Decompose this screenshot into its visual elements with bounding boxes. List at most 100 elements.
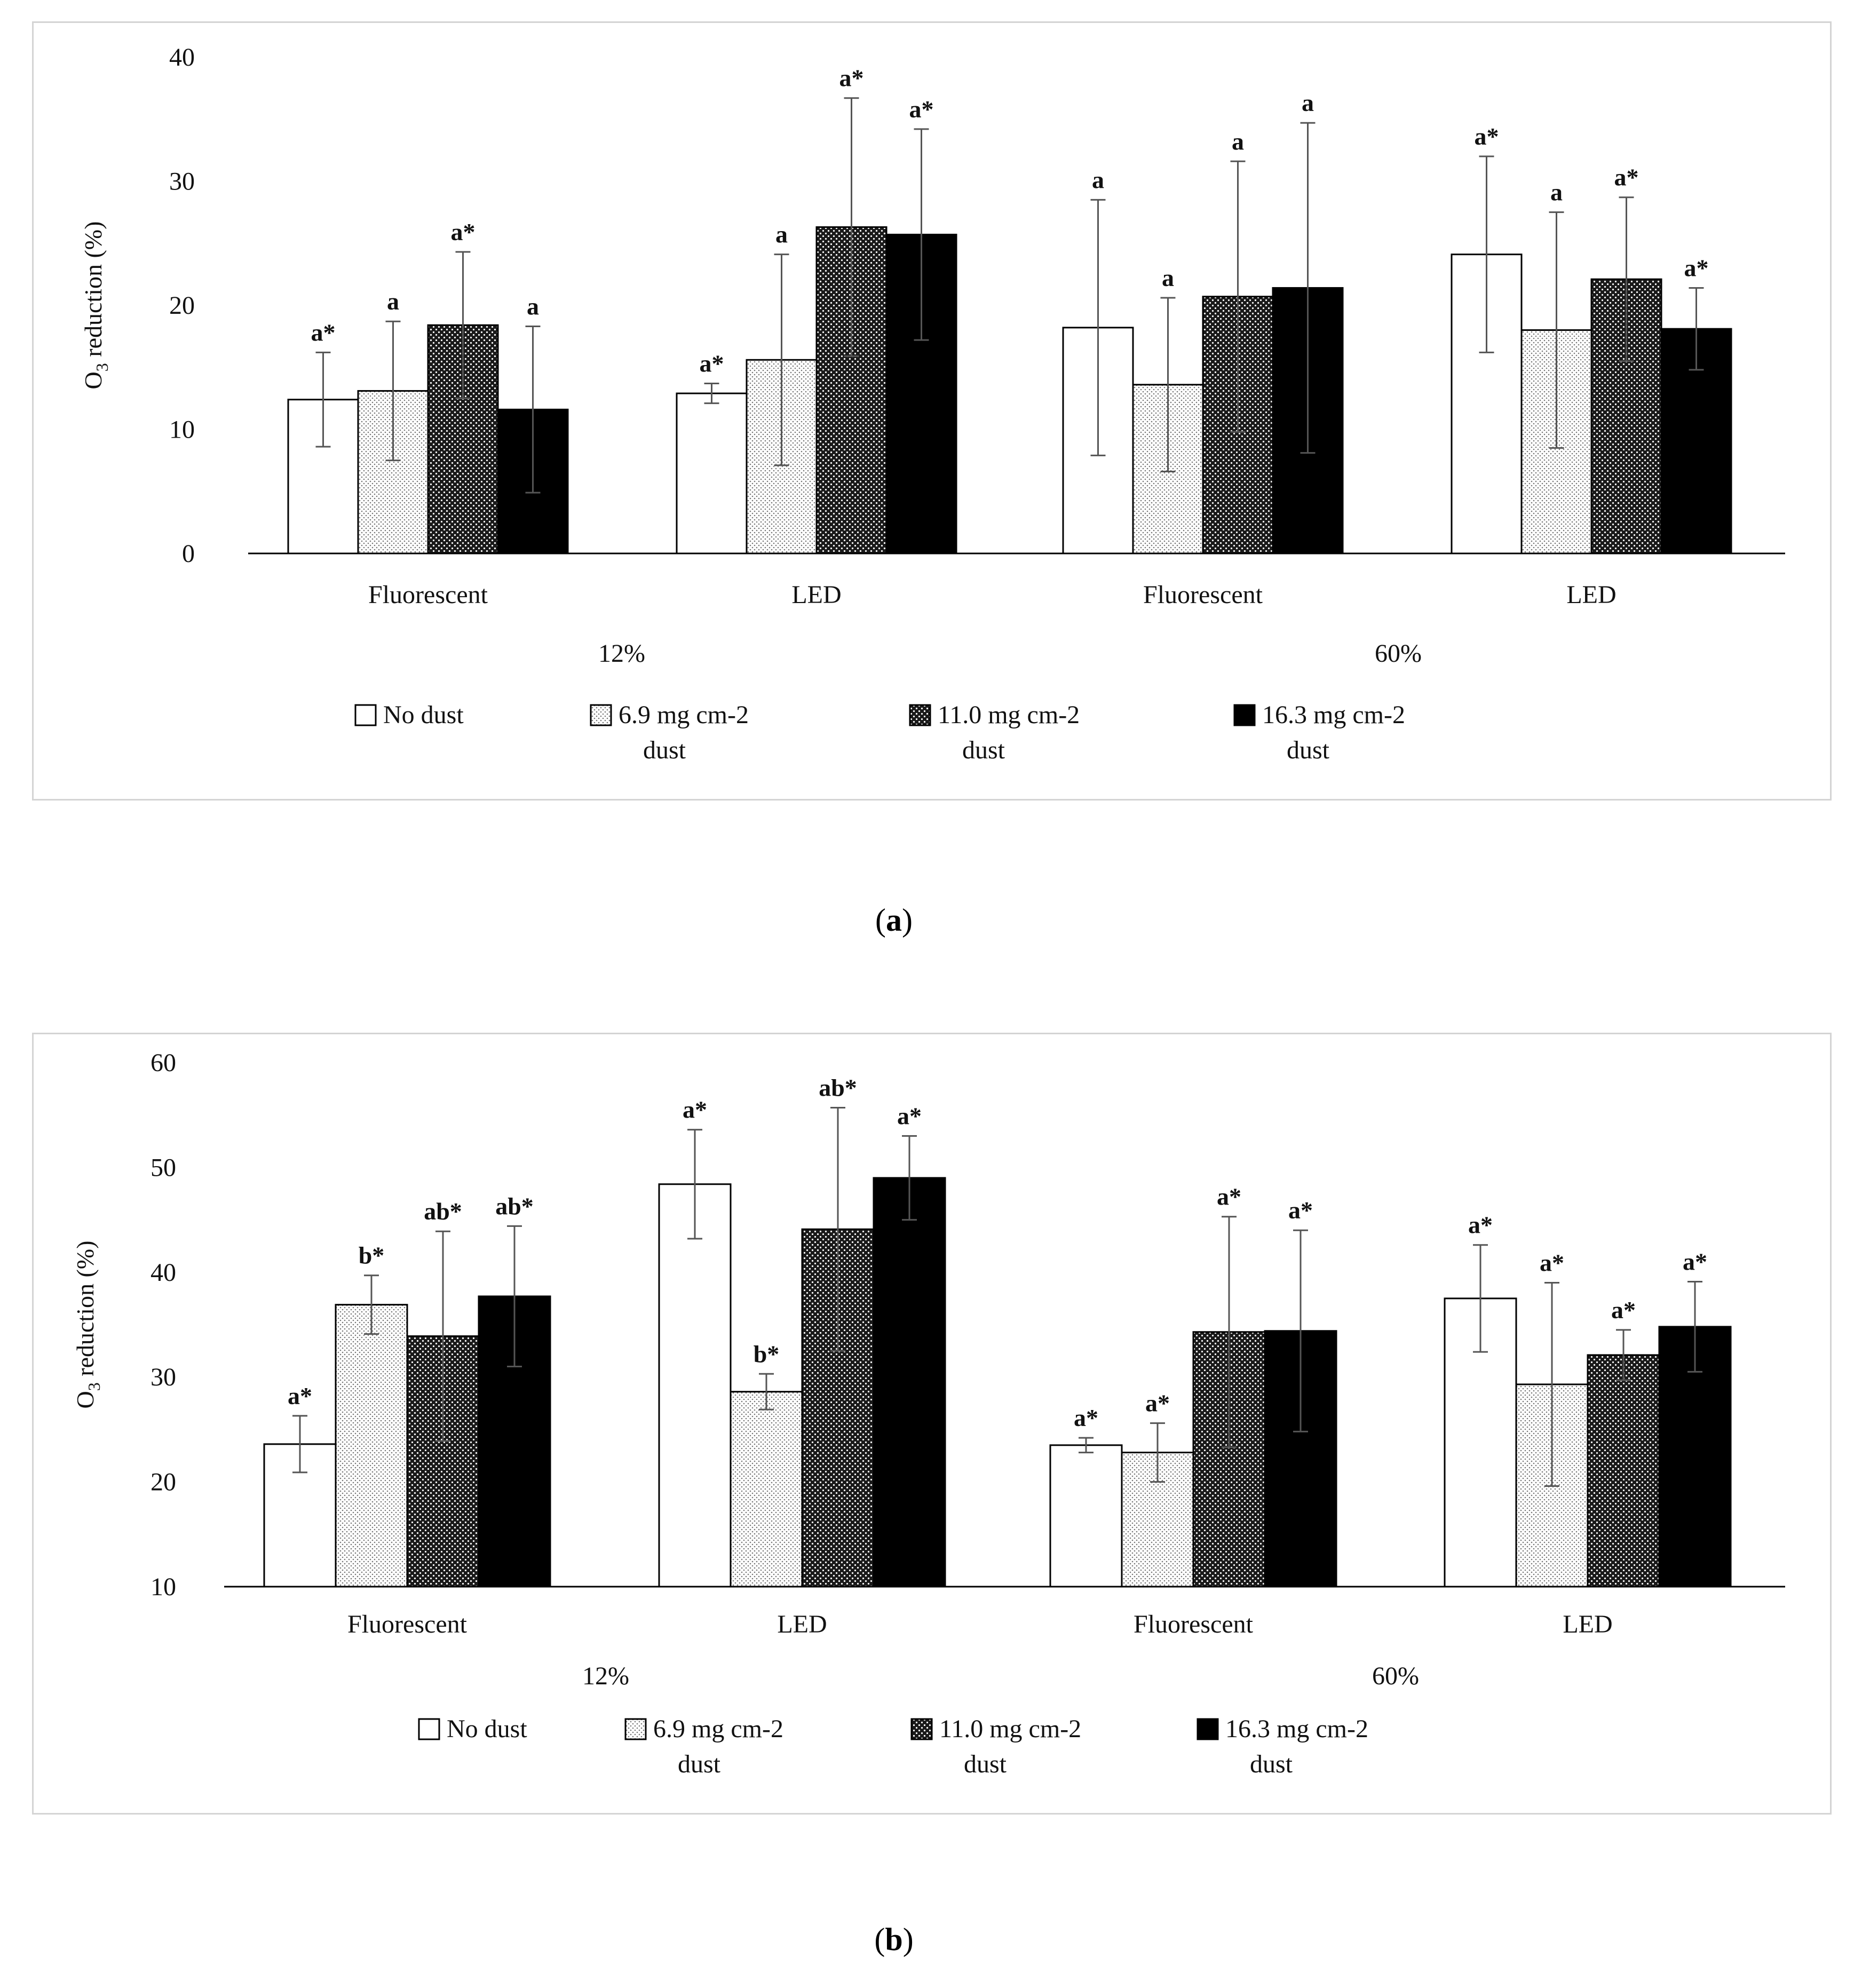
bar-annotation: a* bbox=[451, 218, 476, 245]
category-label: Fluorescent bbox=[347, 1610, 468, 1638]
condition-label: 60% bbox=[1372, 1662, 1419, 1690]
error-bar bbox=[1689, 287, 1704, 371]
bar-annotation: a* bbox=[1468, 1211, 1493, 1239]
error-bar bbox=[1300, 122, 1316, 454]
error-bar bbox=[687, 1129, 702, 1240]
legend-item: 16.3 mg cm-2 dust bbox=[1233, 701, 1405, 764]
bar-annotation: a* bbox=[1611, 1296, 1636, 1324]
error-bar bbox=[914, 128, 929, 341]
condition-label: 12% bbox=[582, 1662, 629, 1690]
error-bar bbox=[455, 251, 471, 399]
legend-label: 16.3 mg cm-2 dust bbox=[1262, 701, 1405, 764]
legend-item: 11.0 mg cm-2 dust bbox=[910, 1715, 1081, 1778]
legend-label: 16.3 mg cm-2 dust bbox=[1225, 1715, 1368, 1778]
legend-label: 6.9 mg cm-2 dust bbox=[619, 701, 749, 764]
y-tick-label: 20 bbox=[150, 1468, 176, 1496]
error-bar bbox=[830, 1106, 845, 1352]
panel-a-caption: (a) bbox=[875, 902, 913, 938]
error-bar bbox=[1479, 155, 1494, 353]
legend-swatch bbox=[624, 1718, 647, 1740]
category-label: Fluorescent bbox=[1134, 1610, 1254, 1638]
y-tick-label: 40 bbox=[169, 43, 195, 72]
legend-item: No dust bbox=[418, 1715, 527, 1743]
bar-annotation: a* bbox=[839, 65, 864, 92]
bar-annotation: a bbox=[1232, 128, 1244, 155]
error-bar bbox=[1160, 297, 1176, 473]
bar-annotation: a* bbox=[683, 1096, 707, 1123]
bar bbox=[658, 1183, 732, 1588]
bar bbox=[676, 392, 748, 555]
bar-annotation: a bbox=[1092, 166, 1104, 193]
bar-annotation: a bbox=[527, 293, 539, 320]
error-bar bbox=[507, 1225, 522, 1368]
legend-swatch bbox=[1233, 704, 1256, 726]
legend-item: No dust bbox=[354, 701, 464, 729]
legend-item: 6.9 mg cm-2 dust bbox=[624, 1715, 783, 1778]
legend-swatch bbox=[418, 1718, 440, 1740]
legend-label: 11.0 mg cm-2 dust bbox=[938, 701, 1080, 764]
bar-annotation: b* bbox=[359, 1242, 385, 1269]
error-bar bbox=[1687, 1280, 1702, 1373]
chart-a: O3 reduction (%) 0 10 20 30 40 a* a a* a Fluoresce… bbox=[80, 43, 1785, 764]
bar-annotation: a* bbox=[897, 1102, 922, 1129]
category-label: Fluorescent bbox=[368, 581, 488, 609]
legend-label: 11.0 mg cm-2 dust bbox=[939, 1715, 1081, 1778]
y-tick-label: 60 bbox=[150, 1049, 176, 1077]
legend-label: No dust bbox=[447, 1715, 527, 1743]
y-tick-label: 30 bbox=[150, 1363, 176, 1391]
error-bar bbox=[1230, 160, 1246, 433]
error-bar bbox=[315, 351, 331, 448]
error-bar bbox=[292, 1415, 307, 1474]
y-tick-label: 40 bbox=[150, 1258, 176, 1287]
bar-annotation: a* bbox=[1683, 1248, 1707, 1275]
bar bbox=[873, 1177, 946, 1588]
bar-annotation: a bbox=[387, 288, 399, 315]
error-bar bbox=[1293, 1229, 1308, 1432]
legend-label: No dust bbox=[383, 701, 464, 729]
error-bar bbox=[525, 326, 541, 494]
bar-annotation: a* bbox=[1074, 1404, 1098, 1431]
bar bbox=[1587, 1354, 1660, 1588]
bar-annotation: a* bbox=[1288, 1197, 1313, 1224]
error-bar bbox=[1544, 1281, 1559, 1487]
legend-item: 11.0 mg cm-2 dust bbox=[909, 701, 1080, 764]
bar-annotation: a* bbox=[311, 319, 336, 346]
y-tick-label: 10 bbox=[169, 416, 195, 444]
condition-label: 60% bbox=[1375, 639, 1422, 668]
bar-annotation: a* bbox=[1540, 1249, 1564, 1276]
error-bar bbox=[902, 1135, 917, 1221]
bar bbox=[885, 233, 957, 555]
error-bar bbox=[704, 382, 719, 405]
chart-b: O3 reduction (%) 10 20 30 40 50 60 a* b* ab* ab* Fl… bbox=[72, 1049, 1785, 1778]
y-axis-label: O3 reduction (%) bbox=[72, 1241, 104, 1409]
error-bar bbox=[774, 254, 789, 466]
condition-label: 12% bbox=[598, 639, 645, 668]
category-label: LED bbox=[777, 1610, 827, 1638]
bar bbox=[335, 1304, 408, 1588]
error-bar bbox=[1090, 199, 1106, 456]
legend-item: 6.9 mg cm-2 dust bbox=[590, 701, 749, 764]
legend-swatch bbox=[590, 704, 612, 726]
category-label: LED bbox=[1566, 581, 1616, 609]
legend-swatch bbox=[910, 1718, 933, 1740]
y-tick-label: 0 bbox=[182, 540, 195, 568]
error-bar bbox=[1473, 1244, 1488, 1353]
bar-annotation: a* bbox=[1475, 123, 1499, 150]
error-bar bbox=[385, 320, 401, 462]
bar-annotation: a* bbox=[1684, 254, 1709, 281]
bar-annotation: a bbox=[1302, 89, 1314, 116]
legend-swatch bbox=[1197, 1718, 1219, 1740]
y-tick-label: 10 bbox=[150, 1573, 176, 1601]
bar-annotation: a bbox=[1550, 179, 1563, 206]
bar-annotation: b* bbox=[754, 1340, 780, 1367]
bar-annotation: a* bbox=[909, 96, 934, 123]
error-bar bbox=[364, 1274, 379, 1335]
bar-annotation: a* bbox=[288, 1382, 312, 1409]
bar-annotation: a* bbox=[1614, 164, 1639, 191]
bar-annotation: a* bbox=[1145, 1390, 1170, 1417]
error-bar bbox=[1619, 196, 1634, 362]
legend-swatch bbox=[354, 704, 377, 726]
legend-item: 16.3 mg cm-2 dust bbox=[1197, 1715, 1368, 1778]
error-bar bbox=[1150, 1422, 1165, 1483]
panel-b-caption: (b) bbox=[874, 1922, 914, 1957]
